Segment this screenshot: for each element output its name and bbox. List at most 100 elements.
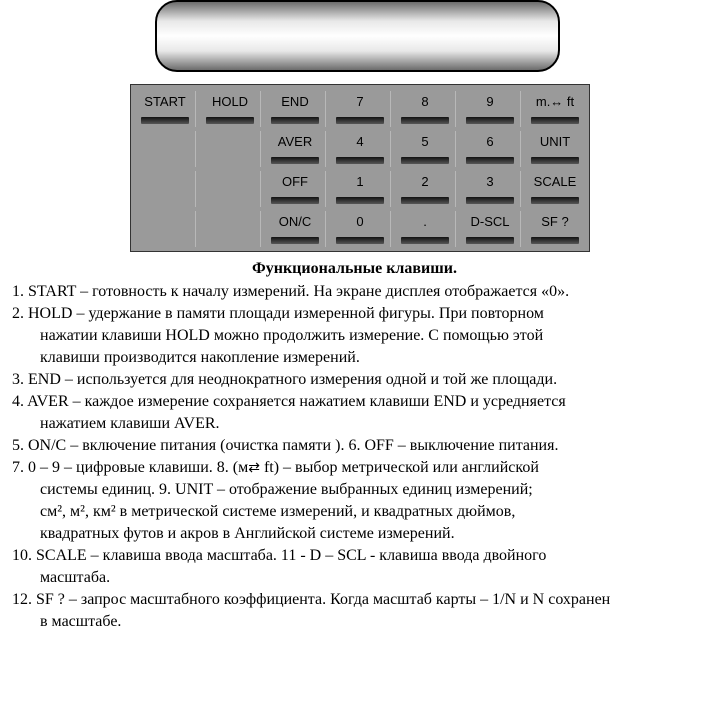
key-blank (135, 211, 196, 247)
key-4[interactable]: 4 (330, 131, 391, 167)
key-row-0: START HOLD END 7 8 9 m.↔ ft (135, 91, 585, 127)
key-bar (466, 117, 514, 124)
key-label: 2 (421, 174, 428, 189)
key-label: 6 (486, 134, 493, 149)
key-label: SCALE (534, 174, 577, 189)
key-6[interactable]: 6 (460, 131, 521, 167)
key-bar (531, 237, 579, 244)
key-bar (336, 157, 384, 164)
device-panel: START HOLD END 7 8 9 m.↔ ft AVER 4 5 6 U… (130, 0, 590, 252)
key-label: HOLD (212, 94, 248, 109)
desc-line: 4. AVER – каждое измерение сохраняется н… (12, 392, 697, 412)
key-label: START (144, 94, 185, 109)
description-title: Функциональные клавиши. (12, 260, 697, 278)
key-label: ON/C (279, 214, 312, 229)
desc-line: 3. END – используется для неоднократного… (12, 370, 697, 390)
key-label: 4 (356, 134, 363, 149)
key-end[interactable]: END (265, 91, 326, 127)
desc-text: 7. 0 – 9 – цифровые клавиши. 8. (м (12, 459, 248, 476)
key-label: D-SCL (470, 214, 509, 229)
desc-line: нажатии клавиши HOLD можно продолжить из… (12, 326, 697, 346)
keypad: START HOLD END 7 8 9 m.↔ ft AVER 4 5 6 U… (130, 84, 590, 252)
key-blank (200, 211, 261, 247)
key-label: . (423, 214, 427, 229)
key-off[interactable]: OFF (265, 171, 326, 207)
desc-line: квадратных футов и акров в Английской си… (12, 524, 697, 544)
swap-icon (248, 459, 260, 476)
key-aver[interactable]: AVER (265, 131, 326, 167)
desc-line: 2. HOLD – удержание в памяти площади изм… (12, 304, 697, 324)
key-row-3: ON/C 0 . D-SCL SF ? (135, 211, 585, 247)
key-bar (336, 197, 384, 204)
key-bar (336, 117, 384, 124)
desc-line: 12. SF ? – запрос масштабного коэффициен… (12, 590, 697, 610)
key-label: OFF (282, 174, 308, 189)
desc-line: клавиши производится накопление измерени… (12, 348, 697, 368)
desc-line: 1. START – готовность к началу измерений… (12, 282, 697, 302)
key-start[interactable]: START (135, 91, 196, 127)
key-5[interactable]: 5 (395, 131, 456, 167)
key-9[interactable]: 9 (460, 91, 521, 127)
key-label: m.↔ ft (536, 94, 574, 109)
key-bar (336, 237, 384, 244)
desc-line: 5. ON/C – включение питания (очистка пам… (12, 436, 697, 456)
key-bar (271, 237, 319, 244)
key-row-2: OFF 1 2 3 SCALE (135, 171, 585, 207)
key-label: 3 (486, 174, 493, 189)
desc-line: 10. SCALE – клавиша ввода масштаба. 11 -… (12, 546, 697, 566)
key-bar (141, 117, 189, 124)
key-bar (466, 237, 514, 244)
desc-line: системы единиц. 9. UNIT – отображение вы… (12, 480, 697, 500)
key-bar (531, 117, 579, 124)
desc-line: масштаба. (12, 568, 697, 588)
key-1[interactable]: 1 (330, 171, 391, 207)
key-8[interactable]: 8 (395, 91, 456, 127)
desc-line: 7. 0 – 9 – цифровые клавиши. 8. (м ft) –… (12, 458, 697, 478)
key-label: SF ? (541, 214, 568, 229)
key-hold[interactable]: HOLD (200, 91, 261, 127)
key-bar (466, 157, 514, 164)
key-unit[interactable]: UNIT (525, 131, 585, 167)
key-d-scl[interactable]: D-SCL (460, 211, 521, 247)
key-label: 1 (356, 174, 363, 189)
key-blank (200, 131, 261, 167)
key-blank (200, 171, 261, 207)
key-label: END (281, 94, 308, 109)
key-bar (206, 117, 254, 124)
key-2[interactable]: 2 (395, 171, 456, 207)
key-on-c[interactable]: ON/C (265, 211, 326, 247)
key-dot[interactable]: . (395, 211, 456, 247)
desc-line: см², м², км² в метрической системе измер… (12, 502, 697, 522)
key-row-1: AVER 4 5 6 UNIT (135, 131, 585, 167)
key-bar (531, 197, 579, 204)
key-label: AVER (278, 134, 312, 149)
key-0[interactable]: 0 (330, 211, 391, 247)
desc-text: ft) – выбор метрической или английской (260, 459, 539, 476)
desc-line: нажатием клавиши AVER. (12, 414, 697, 434)
key-label: 0 (356, 214, 363, 229)
key-bar (531, 157, 579, 164)
key-blank (135, 171, 196, 207)
key-3[interactable]: 3 (460, 171, 521, 207)
key-sf[interactable]: SF ? (525, 211, 585, 247)
key-7[interactable]: 7 (330, 91, 391, 127)
key-scale[interactable]: SCALE (525, 171, 585, 207)
key-bar (271, 117, 319, 124)
key-bar (401, 237, 449, 244)
key-label: 7 (356, 94, 363, 109)
key-bar (271, 157, 319, 164)
key-label: 5 (421, 134, 428, 149)
key-bar (401, 197, 449, 204)
key-bar (401, 117, 449, 124)
key-blank (135, 131, 196, 167)
key-label: 9 (486, 94, 493, 109)
key-label: 8 (421, 94, 428, 109)
desc-line: в масштабе. (12, 612, 697, 632)
key-bar (401, 157, 449, 164)
description-block: Функциональные клавиши. 1. START – готов… (12, 260, 697, 632)
key-label: UNIT (540, 134, 570, 149)
key-bar (271, 197, 319, 204)
key-bar (466, 197, 514, 204)
lcd-display (155, 0, 560, 72)
key-m-ft[interactable]: m.↔ ft (525, 91, 585, 127)
